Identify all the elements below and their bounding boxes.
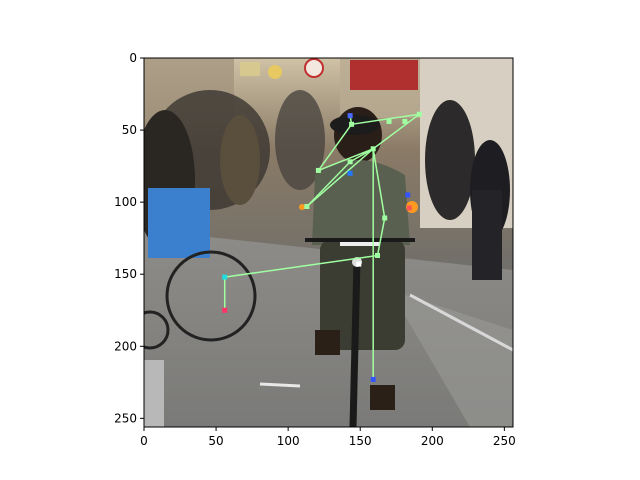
y-tick-label: 150 — [114, 267, 137, 281]
keypoint-face-far-right — [356, 261, 362, 267]
keypoint-hand-right — [406, 205, 412, 211]
keypoint-elbow-left — [315, 167, 321, 173]
keypoint-chest — [347, 159, 353, 165]
skeleton-edge — [306, 161, 351, 207]
keypoint-chin — [386, 118, 392, 124]
keypoint-ankle-left — [222, 307, 228, 313]
x-axis-ticks: 0 50 100 150 200 250 — [140, 427, 516, 448]
skeleton-edge — [318, 148, 374, 172]
keypoint-jaw — [402, 118, 408, 124]
x-tick-label: 250 — [493, 434, 516, 448]
keypoint-wrist-left — [304, 203, 310, 209]
keypoint-head-right — [416, 111, 422, 117]
x-tick-label: 150 — [349, 434, 372, 448]
keypoint-wrist-dot — [347, 170, 353, 176]
skeleton-edge — [224, 254, 378, 278]
y-tick-label: 0 — [129, 51, 137, 65]
x-tick-label: 0 — [140, 434, 148, 448]
y-tick-label: 100 — [114, 195, 137, 209]
keypoint-head-top-left — [347, 113, 353, 119]
keypoint-neck-left — [349, 121, 355, 127]
keypoint-knee-left — [222, 274, 228, 280]
y-tick-label: 50 — [122, 123, 137, 137]
skeleton-edge — [372, 148, 386, 219]
y-axis-ticks: 0 50 100 150 200 250 — [114, 51, 144, 425]
keypoint-hip — [382, 215, 388, 221]
axes-frame — [143, 57, 514, 428]
x-tick-label: 100 — [277, 434, 300, 448]
pose-skeleton — [223, 113, 420, 380]
y-tick-label: 250 — [114, 411, 137, 425]
skeleton-edge — [372, 113, 420, 150]
x-tick-label: 200 — [421, 434, 444, 448]
y-tick-label: 200 — [114, 339, 137, 353]
x-tick-label: 50 — [208, 434, 223, 448]
pose-keypoints — [222, 111, 422, 382]
keypoint-shoulder-right — [405, 192, 411, 198]
keypoint-shoulder — [370, 146, 376, 152]
keypoint-handlebar-right — [375, 252, 381, 258]
skeleton-edge — [349, 148, 374, 163]
skeleton-edge — [351, 113, 420, 126]
skeleton-edge — [306, 148, 374, 208]
skeleton-edge — [317, 123, 353, 171]
street-scene-photo — [144, 58, 513, 427]
keypoint-ankle-right — [370, 376, 376, 382]
skeleton-edge — [376, 217, 386, 256]
